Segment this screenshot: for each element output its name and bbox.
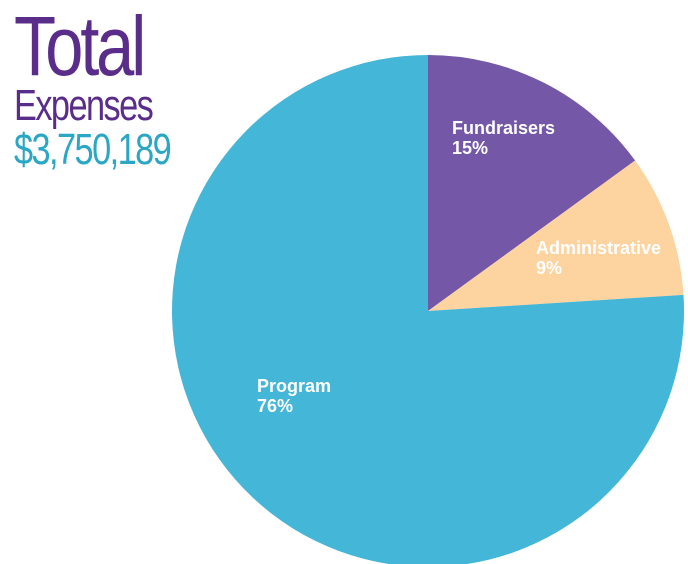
chart-subtitle: Expenses <box>14 81 154 130</box>
pie-slice-administrative <box>428 160 684 311</box>
slice-name-label: Fundraisers <box>452 118 555 138</box>
slice-percent-label: 9% <box>536 258 562 278</box>
chart-title: Total <box>14 0 146 93</box>
slice-percent-label: 76% <box>257 396 293 416</box>
slice-percent-label: 15% <box>452 138 488 158</box>
slice-name-label: Program <box>257 376 331 396</box>
pie-slice-program <box>172 55 684 564</box>
pie-slice-fundraisers <box>428 55 636 311</box>
slice-name-label: Administrative <box>536 238 661 258</box>
chart-title-block: Total Expenses $3,750,189 <box>14 4 214 172</box>
total-amount: $3,750,189 <box>14 125 172 174</box>
